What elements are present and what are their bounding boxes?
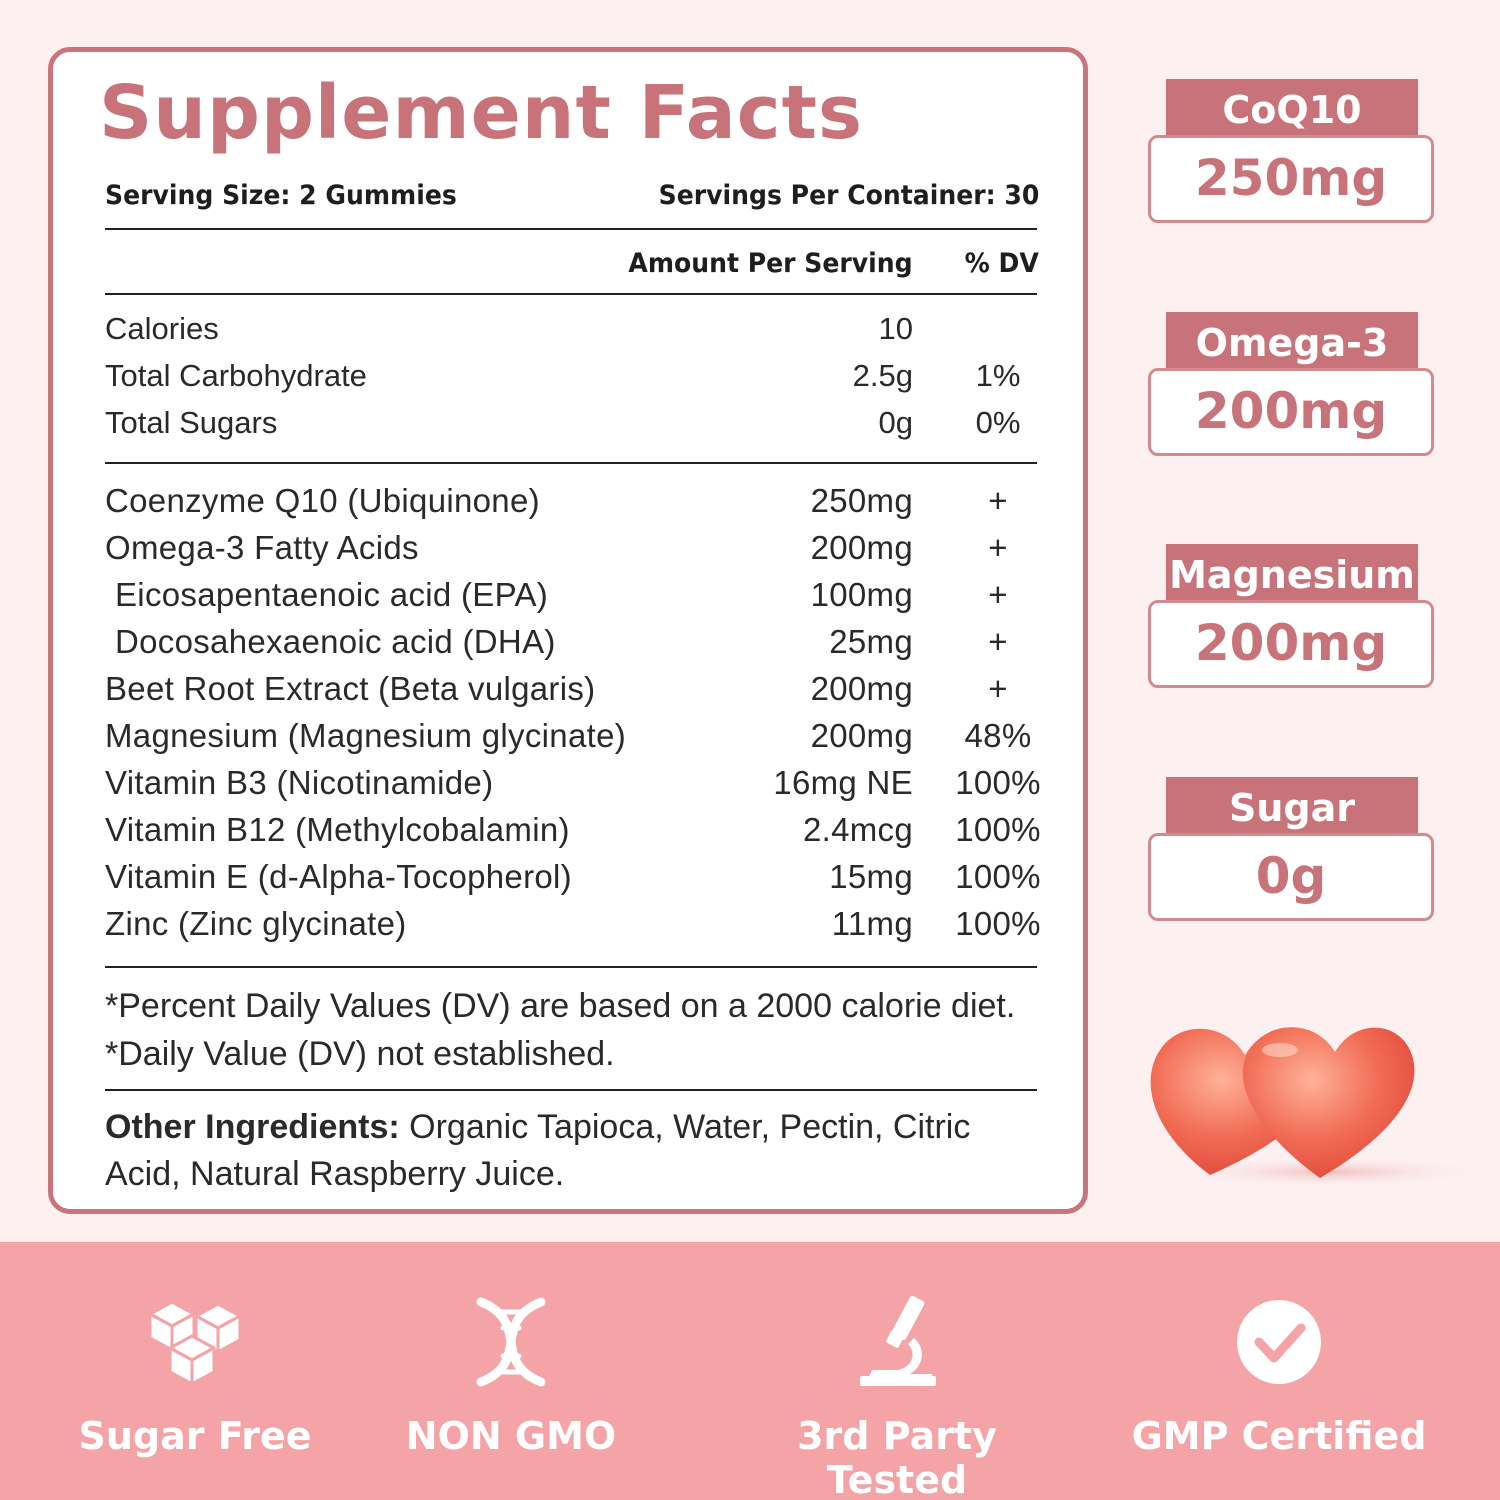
ingredient-row: Vitamin B12 (Methylcobalamin) 2.4mcg 100… [105, 811, 1040, 851]
ingredient-dv: 100% [955, 858, 1041, 895]
ingredient-amount: 200mg [810, 717, 913, 754]
ingredient-dv: + [988, 670, 1008, 707]
ingredient-dv: 100% [955, 811, 1041, 848]
badge-value: 0g [1148, 833, 1434, 921]
ingredient-label: Omega-3 Fatty Acids [105, 529, 419, 566]
ingredient-row: Beet Root Extract (Beta vulgaris) 200mg … [105, 670, 1039, 710]
ingredient-amount: 2.4mcg [802, 811, 913, 848]
ingredient-row: Magnesium (Magnesium glycinate) 200mg 48… [105, 717, 1039, 757]
facts-title: Supplement Facts [99, 70, 864, 156]
ingredient-dv: + [988, 623, 1008, 660]
feature-third-party-tested: 3rd Party Tested [727, 1242, 1067, 1500]
nutrient-row-carbohydrate: Total Carbohydrate 2.5g 1% [105, 358, 1039, 398]
ingredient-dv: 100% [955, 764, 1041, 801]
feature-label: 3rd Party Tested [797, 1414, 997, 1500]
ingredient-dv: 100% [955, 905, 1041, 942]
ingredient-amount: 16mg NE [773, 764, 913, 801]
divider [105, 293, 1037, 295]
supplement-facts-panel: Supplement Facts Serving Size: 2 Gummies… [48, 47, 1088, 1214]
dv-header: % DV [964, 248, 1039, 279]
ingredient-row: Vitamin E (d-Alpha-Tocopherol) 15mg 100% [105, 858, 1040, 898]
check-circle-icon [1237, 1300, 1321, 1384]
ingredient-amount: 200mg [810, 670, 913, 707]
badge-name: Omega-3 [1166, 312, 1418, 372]
ingredient-amount: 100mg [810, 576, 913, 613]
nutrient-row-calories: Calories 10 [105, 311, 1039, 351]
other-ingredients: Other Ingredients: Organic Tapioca, Wate… [105, 1104, 1045, 1198]
divider [105, 228, 1037, 230]
gummy-hearts-image [1150, 1027, 1490, 1188]
features-band: Sugar Free NON GMO 3rd Party [0, 1242, 1500, 1500]
ingredient-row: Coenzyme Q10 (Ubiquinone) 250mg + [105, 482, 1039, 522]
ingredient-label: Magnesium (Magnesium glycinate) [105, 717, 627, 754]
nutrient-label: Total Carbohydrate [105, 358, 367, 393]
ingredient-row: Omega-3 Fatty Acids 200mg + [105, 529, 1039, 569]
divider [105, 1089, 1037, 1091]
nutrient-amount: 0g [878, 405, 913, 440]
ingredient-amount: 25mg [829, 623, 913, 660]
ingredient-label: Docosahexaenoic acid (DHA) [115, 623, 556, 660]
serving-info-row: Serving Size: 2 Gummies Servings Per Con… [105, 180, 1039, 220]
divider [105, 462, 1037, 464]
ingredient-label: Vitamin E (d-Alpha-Tocopherol) [105, 858, 572, 895]
nutrient-amount: 10 [878, 311, 913, 346]
ingredient-row: Docosahexaenoic acid (DHA) 25mg + [105, 623, 1039, 663]
badge-name: CoQ10 [1166, 79, 1418, 139]
ingredient-label: Vitamin B3 (Nicotinamide) [105, 764, 494, 801]
feature-sugar-free: Sugar Free [25, 1242, 365, 1500]
servings-per-container: Servings Per Container: 30 [658, 180, 1039, 211]
ingredient-dv: + [988, 576, 1008, 613]
feature-gmp-certified: GMP Certified [1109, 1242, 1449, 1500]
badge-value: 200mg [1148, 368, 1434, 456]
dv-footnote: *Percent Daily Values (DV) are based on … [105, 987, 1016, 1025]
other-ingredients-text: Organic Tapioca, Water, Pectin, Citric A… [105, 1108, 971, 1193]
dv-footnote-not-established: *Daily Value (DV) not established. [105, 1035, 615, 1073]
sugar-cubes-icon [148, 1300, 242, 1386]
ingredient-dv: + [988, 482, 1008, 519]
ingredient-label: Beet Root Extract (Beta vulgaris) [105, 670, 596, 707]
feature-label: Sugar Free [78, 1414, 312, 1458]
ingredient-dv: + [988, 529, 1008, 566]
ingredient-row: Vitamin B3 (Nicotinamide) 16mg NE 100% [105, 764, 1040, 804]
column-header-row: Amount Per Serving % DV [105, 248, 1039, 288]
divider [105, 966, 1037, 968]
badge-name: Sugar [1166, 777, 1418, 837]
nutrient-dv: 0% [975, 405, 1021, 440]
microscope-icon [860, 1295, 936, 1386]
feature-non-gmo: NON GMO [341, 1242, 681, 1500]
ingredient-row: Zinc (Zinc glycinate) 11mg 100% [105, 905, 1040, 945]
amount-header: Amount Per Serving [628, 248, 913, 279]
badge-value: 250mg [1148, 135, 1434, 223]
ingredient-label: Coenzyme Q10 (Ubiquinone) [105, 482, 540, 519]
other-ingredients-label: Other Ingredients: [105, 1108, 400, 1146]
nutrient-label: Calories [105, 311, 219, 346]
ingredient-dv: 48% [964, 717, 1032, 754]
feature-label: GMP Certified [1131, 1414, 1427, 1458]
ingredient-amount: 250mg [810, 482, 913, 519]
ingredient-amount: 15mg [829, 858, 913, 895]
ingredient-amount: 11mg [831, 905, 913, 942]
nutrient-label: Total Sugars [105, 405, 278, 440]
nutrient-dv: 1% [975, 358, 1021, 393]
ingredient-label: Zinc (Zinc glycinate) [105, 905, 407, 942]
dna-icon [476, 1297, 546, 1387]
feature-label: NON GMO [405, 1414, 617, 1458]
ingredient-amount: 200mg [810, 529, 913, 566]
badge-name: Magnesium [1166, 544, 1418, 604]
nutrient-row-sugars: Total Sugars 0g 0% [105, 405, 1039, 445]
ingredient-row: Eicosapentaenoic acid (EPA) 100mg + [105, 576, 1039, 616]
ingredient-label: Eicosapentaenoic acid (EPA) [115, 576, 549, 613]
badge-value: 200mg [1148, 600, 1434, 688]
nutrient-amount: 2.5g [852, 358, 913, 393]
serving-size: Serving Size: 2 Gummies [105, 180, 457, 211]
ingredient-label: Vitamin B12 (Methylcobalamin) [105, 811, 570, 848]
